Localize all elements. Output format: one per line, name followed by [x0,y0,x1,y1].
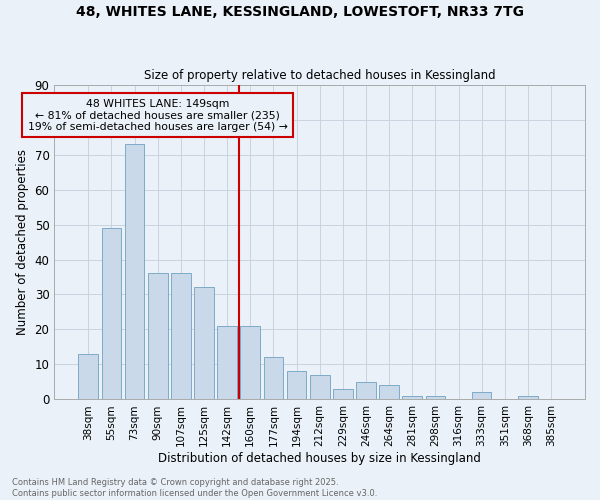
Bar [125,144,145,400]
Bar [148,274,167,400]
Text: 48, WHITES LANE, KESSINGLAND, LOWESTOFT, NR33 7TG: 48, WHITES LANE, KESSINGLAND, LOWESTOFT,… [76,5,524,19]
X-axis label: Distribution of detached houses by size in Kessingland: Distribution of detached houses by size … [158,452,481,465]
Bar [241,326,260,400]
Bar [310,375,329,400]
Bar [518,396,538,400]
Bar [79,354,98,400]
Bar [194,288,214,400]
Bar [217,326,237,400]
Bar [287,372,307,400]
Y-axis label: Number of detached properties: Number of detached properties [16,149,29,335]
Bar [101,228,121,400]
Text: Contains HM Land Registry data © Crown copyright and database right 2025.
Contai: Contains HM Land Registry data © Crown c… [12,478,377,498]
Bar [333,389,353,400]
Title: Size of property relative to detached houses in Kessingland: Size of property relative to detached ho… [144,69,496,82]
Bar [263,358,283,400]
Bar [472,392,491,400]
Bar [356,382,376,400]
Bar [425,396,445,400]
Text: 48 WHITES LANE: 149sqm
← 81% of detached houses are smaller (235)
19% of semi-de: 48 WHITES LANE: 149sqm ← 81% of detached… [28,98,287,132]
Bar [403,396,422,400]
Bar [171,274,191,400]
Bar [379,386,399,400]
